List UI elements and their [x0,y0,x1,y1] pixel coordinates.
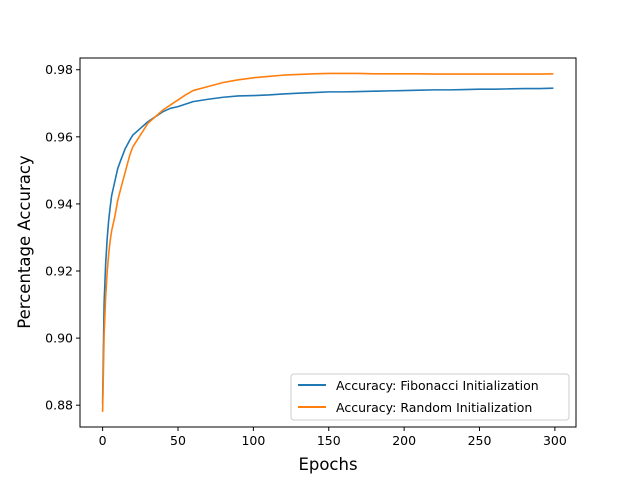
series-line-random [101,72,554,412]
x-tick-label: 250 [468,433,492,448]
axes-frame [79,57,577,428]
x-tick-label: 300 [543,433,567,448]
y-tick-label: 0.96 [45,129,73,144]
x-tick-label: 50 [170,433,186,448]
x-axis-ticks: 0 50 100 150 200 250 300 [99,427,567,448]
x-tick-label: 0 [99,433,107,448]
y-tick-label: 0.98 [45,62,73,77]
y-axis-ticks: 0.88 0.90 0.92 0.94 0.96 0.98 [45,62,80,413]
series-layer [101,72,554,412]
legend-label-random: Accuracy: Random Initialization [336,400,532,415]
legend: Accuracy: Fibonacci Initialization Accur… [290,373,570,421]
y-tick-label: 0.88 [45,398,73,413]
x-tick-label: 150 [317,433,341,448]
series-line-fibonacci [101,87,554,404]
x-tick-label: 100 [241,433,265,448]
y-tick-label: 0.94 [45,196,73,211]
y-axis-title: Percentage Accuracy [15,155,34,329]
x-axis-title: Epochs [298,455,357,474]
legend-box [290,373,570,421]
legend-label-fibonacci: Accuracy: Fibonacci Initialization [336,378,539,393]
x-tick-label: 200 [392,433,416,448]
y-tick-label: 0.90 [45,331,73,346]
y-tick-label: 0.92 [45,264,73,279]
